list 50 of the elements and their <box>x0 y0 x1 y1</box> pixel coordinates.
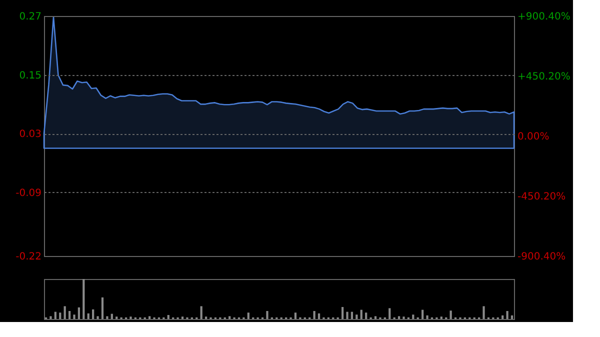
bar <box>110 314 113 319</box>
y-tick-label: -0.22 <box>16 252 42 262</box>
bar <box>388 308 391 319</box>
bar <box>59 312 62 319</box>
bar <box>148 316 151 319</box>
bar <box>510 315 514 319</box>
bar <box>426 315 428 319</box>
bar <box>101 297 104 319</box>
bar <box>87 313 90 319</box>
bar <box>200 306 202 319</box>
bar <box>78 307 80 319</box>
bar <box>341 307 344 319</box>
bar <box>350 312 354 319</box>
y-tick-label: 0.15 <box>19 70 42 82</box>
bar <box>92 309 94 319</box>
y2-tick-label: +450.20% <box>518 72 570 82</box>
bar <box>412 314 414 319</box>
bar <box>346 312 348 319</box>
bar <box>313 311 316 319</box>
bar <box>422 310 424 319</box>
bar <box>506 311 508 319</box>
bar <box>167 315 170 319</box>
bar <box>360 310 362 319</box>
y-tick-label: -0.09 <box>16 188 42 199</box>
bar <box>247 312 250 319</box>
y2-tick-label: -450.20% <box>518 192 566 202</box>
bar <box>82 279 85 319</box>
bar <box>266 311 268 319</box>
bar <box>73 314 76 319</box>
y2-tick-label: -900.40% <box>518 252 566 262</box>
bar <box>365 312 368 319</box>
bar <box>398 316 400 319</box>
bar <box>356 314 358 319</box>
bar <box>106 316 108 319</box>
bar <box>374 316 377 319</box>
bar <box>318 313 320 319</box>
bar <box>50 316 52 319</box>
bar <box>228 316 231 319</box>
bar <box>482 306 485 319</box>
bar <box>450 310 452 319</box>
bar <box>294 312 297 319</box>
y2-tick-label: 0.00% <box>518 132 550 142</box>
bar <box>96 316 99 319</box>
y2-tick-label: +900.40% <box>518 12 570 22</box>
bar <box>54 312 56 319</box>
bar <box>502 315 504 319</box>
bar <box>64 306 66 319</box>
y-tick-label: 0.03 <box>19 129 42 140</box>
y-tick-label: 0.27 <box>19 12 42 22</box>
bar <box>68 311 71 319</box>
